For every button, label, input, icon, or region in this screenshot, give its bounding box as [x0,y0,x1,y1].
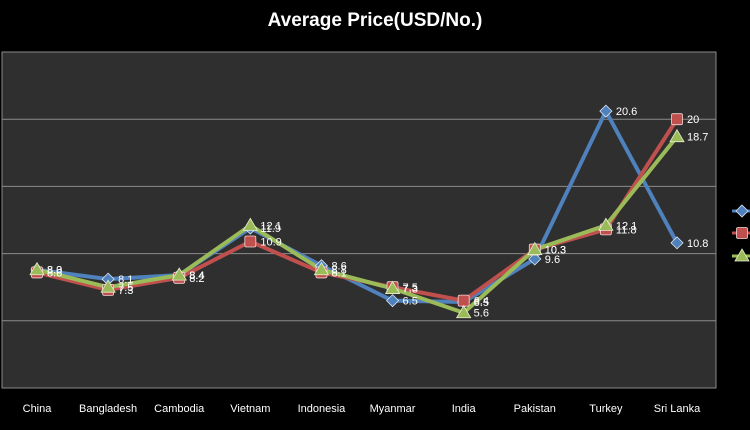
series-3-point [669,128,685,143]
series-1-data-label: 8.6 [331,261,346,273]
series-1-data-label: 8.3 [47,265,62,277]
chart-title: Average Price(USD/No.) [267,10,483,31]
series-3-data-label: 7.5 [118,282,133,294]
x-tick-label: Indonesia [298,403,347,415]
x-tick-label: India [452,403,477,415]
series-3-point [527,241,543,255]
legend-marker-3 [734,248,750,262]
series-1-data-label: 11.9 [260,223,281,235]
series-1-data-label: 20.6 [616,106,637,118]
series-3-data-label: 12.1 [616,220,637,232]
x-tick-label: Vietnam [230,403,270,415]
x-tick-label: Sri Lanka [654,403,701,415]
series-2-point [457,294,470,307]
series-1-data-label: 10.8 [687,238,708,250]
series-3-point [455,304,472,319]
plot-area [1,51,717,389]
series-3-point [384,280,401,294]
series-2-data-label: 8.1 [331,267,346,279]
series-2-data-label: 7.3 [118,285,133,297]
series-1-point [599,104,613,118]
series-2-data-label: 7.5 [403,282,418,294]
series-1-data-label: 6.5 [474,297,489,309]
series-3-data-label: 7.3 [403,284,418,296]
series-3-data-label: 8.4 [189,270,204,282]
series-3-line [35,134,679,315]
series-3-point [171,267,187,281]
series-3-data-label: 18.7 [687,132,708,144]
series-1-line [35,109,679,304]
series-2-data-label: 10.3 [545,245,566,257]
series-2-data-label: 8.2 [189,273,204,285]
series-3-point [100,279,116,293]
series-1-data-label: 6.5 [403,296,418,308]
x-tick-label: Turkey [589,403,623,415]
series-3-point [242,217,259,231]
series-3-data-label: 8.0 [47,265,62,277]
legend-marker-2 [736,227,748,239]
series-2-data-label: 20 [687,114,699,126]
x-tick-label: Cambodia [154,403,205,415]
x-tick-label: Myanmar [370,403,416,415]
series-1-point [528,252,542,266]
series-3-data-label: 5.6 [474,308,489,320]
series-2-data-label: 6.4 [474,296,489,308]
series-3-point [313,261,330,276]
series-1-data-label: 8.4 [189,270,204,282]
series-3-point [29,261,45,276]
series-1-data-label: 9.6 [545,254,560,266]
series-2-data-label: 8.6 [47,267,62,279]
series-2-data-label: 11.8 [616,224,637,236]
legend-marker-1 [735,204,749,218]
series-1-data-label: 8.1 [118,274,133,286]
series-3-data-label: 10.3 [545,245,566,257]
series-3-data-label: 8.8 [331,265,346,277]
series-2-point [671,113,683,126]
series-3-point [598,217,614,231]
x-tick-label: Pakistan [514,403,556,415]
x-tick-label: China [23,403,53,415]
series-1-point [670,236,684,250]
series-1-point [385,294,400,308]
series-2-data-label: 10.9 [260,237,281,249]
series-3-data-label: 12.1 [260,220,281,232]
series-2-point [244,235,257,248]
x-tick-label: Bangladesh [79,403,137,415]
